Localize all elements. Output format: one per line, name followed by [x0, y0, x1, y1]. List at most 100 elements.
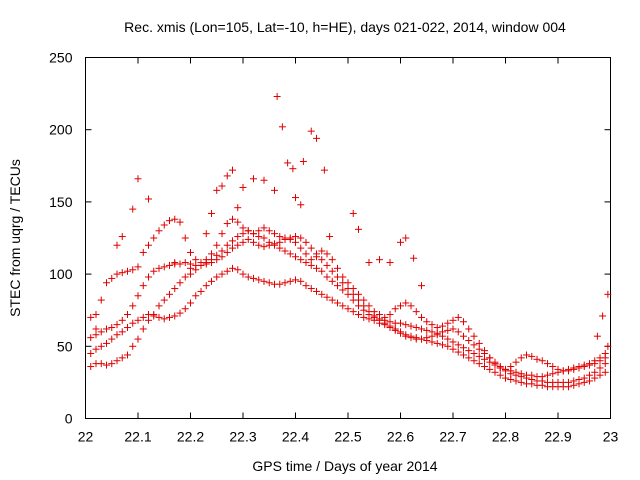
- data-point: [218, 230, 226, 238]
- data-point: [113, 270, 121, 278]
- data-point: [213, 241, 221, 249]
- data-point: [423, 326, 431, 334]
- data-point: [318, 256, 326, 264]
- data-point: [145, 195, 152, 203]
- data-point: [192, 292, 200, 300]
- data-point: [318, 247, 326, 255]
- data-point: [418, 282, 425, 290]
- data-point: [271, 186, 278, 194]
- data-point: [176, 309, 184, 317]
- data-point: [139, 248, 147, 256]
- data-point: [160, 296, 168, 304]
- data-point: [155, 227, 163, 235]
- data-point: [454, 313, 462, 321]
- data-point: [307, 285, 315, 293]
- data-point: [260, 243, 268, 251]
- data-point: [302, 238, 310, 246]
- data-point: [103, 339, 110, 347]
- data-point: [386, 311, 394, 319]
- data-point: [273, 92, 281, 100]
- data-point: [113, 331, 121, 339]
- data-point: [344, 279, 352, 287]
- data-point: [486, 365, 494, 373]
- data-point: [593, 332, 601, 340]
- data-point: [229, 215, 236, 223]
- data-point: [150, 267, 158, 275]
- data-point: [97, 342, 105, 350]
- data-point: [276, 280, 284, 288]
- data-point: [460, 351, 467, 359]
- data-point: [250, 230, 257, 238]
- data-point: [103, 361, 110, 369]
- data-point: [286, 250, 294, 258]
- data-point: [176, 279, 184, 287]
- data-point: [449, 338, 457, 346]
- data-point: [113, 241, 121, 249]
- data-point: [604, 290, 612, 298]
- data-point: [103, 279, 110, 287]
- data-point: [326, 233, 334, 241]
- data-point: [460, 318, 467, 326]
- data-point: [491, 368, 499, 376]
- data-point: [349, 209, 357, 217]
- data-point: [292, 253, 299, 261]
- data-point: [328, 256, 336, 264]
- data-point: [591, 360, 599, 368]
- data-point: [475, 360, 483, 368]
- x-axis-label: GPS time / Days of year 2014: [252, 458, 437, 474]
- data-point: [418, 313, 425, 321]
- data-point: [318, 267, 326, 275]
- data-point: [218, 182, 226, 190]
- data-point: [323, 273, 331, 281]
- y-tick-label: 0: [65, 411, 73, 427]
- data-point: [118, 269, 126, 277]
- data-point: [129, 342, 137, 350]
- data-point: [355, 290, 362, 298]
- data-point: [197, 259, 205, 267]
- y-tick-label: 150: [49, 194, 73, 210]
- data-point: [187, 264, 194, 272]
- data-point: [265, 241, 273, 249]
- data-point: [255, 276, 263, 284]
- data-point: [323, 250, 331, 258]
- data-point: [145, 273, 152, 281]
- data-point: [428, 321, 436, 329]
- data-point: [208, 277, 215, 285]
- data-point: [528, 352, 536, 360]
- data-point: [145, 311, 152, 319]
- data-point: [470, 341, 478, 349]
- data-point: [549, 370, 557, 378]
- data-point: [475, 339, 483, 347]
- data-point: [255, 241, 263, 249]
- data-point: [376, 311, 383, 319]
- data-point: [313, 253, 320, 261]
- data-point: [255, 227, 263, 235]
- data-point: [292, 276, 299, 284]
- y-tick-label: 200: [49, 122, 73, 138]
- data-point: [250, 274, 257, 282]
- x-tick-labels: 22 22.1 22.2 22.3 22.4 22.5 22.6 22.7 22.8 22.9 23: [78, 429, 619, 445]
- data-point: [449, 325, 457, 333]
- data-point: [134, 335, 142, 343]
- data-point: [360, 296, 368, 304]
- data-point: [386, 259, 394, 267]
- data-point: [313, 134, 320, 142]
- data-point: [92, 311, 100, 319]
- x-tick-label: 22.9: [544, 429, 571, 445]
- x-tick-label: 22.8: [492, 429, 519, 445]
- data-point: [402, 234, 410, 242]
- data-point: [391, 305, 399, 313]
- data-point: [596, 364, 604, 372]
- data-point: [449, 345, 457, 353]
- data-point: [528, 371, 536, 379]
- axis-ticks: [85, 57, 611, 419]
- data-point: [349, 308, 357, 316]
- data-point: [439, 341, 446, 349]
- data-point: [223, 248, 231, 256]
- data-point: [381, 313, 389, 321]
- data-point: [97, 296, 105, 304]
- data-point: [181, 273, 189, 281]
- data-point: [328, 296, 336, 304]
- data-point: [113, 321, 121, 329]
